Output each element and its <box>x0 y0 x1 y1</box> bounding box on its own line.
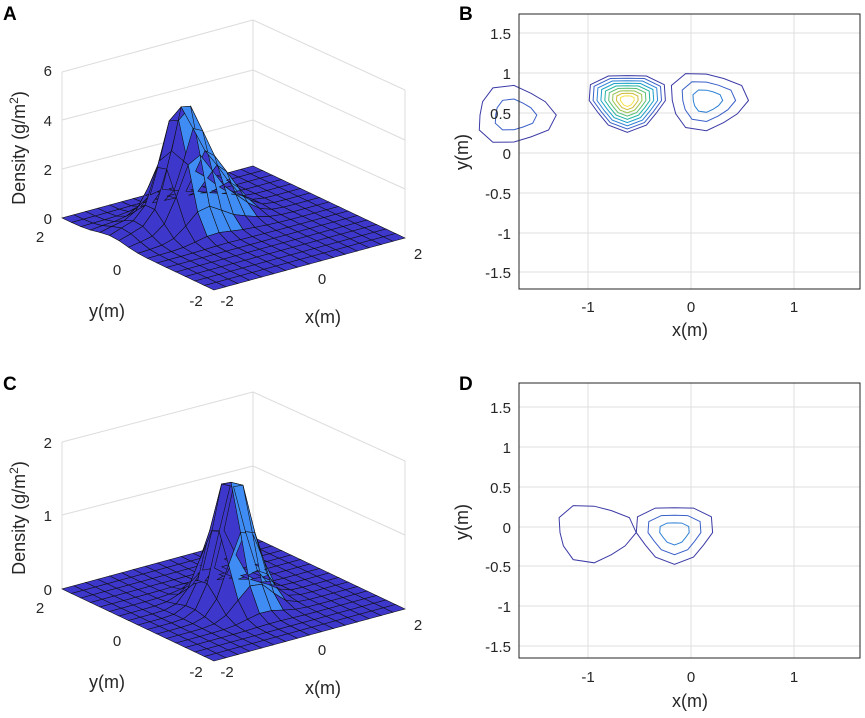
x-tick-c-m2: -2 <box>220 664 233 681</box>
panel-label-b: B <box>459 4 473 25</box>
contour-line <box>635 507 714 565</box>
panel-label-d: D <box>459 374 473 395</box>
surface-facet <box>382 233 406 242</box>
panel-b-grid <box>519 14 860 289</box>
z-tick-a-2: 2 <box>44 162 52 179</box>
y-tick-d-1: 1 <box>503 440 511 457</box>
contour-line <box>692 89 724 113</box>
panel-label-a: A <box>3 4 17 25</box>
x-tick-b-m1: -1 <box>581 299 594 316</box>
y-tick-b-m1.5: -1.5 <box>485 265 511 282</box>
panel-d-grid <box>519 383 860 658</box>
y-tick-c-m2: -2 <box>189 664 202 681</box>
x-tick-b-0: 0 <box>687 299 695 316</box>
contour-plot-d <box>558 505 714 565</box>
x-tick-d-0: 0 <box>687 669 695 686</box>
contour-plot-b <box>478 73 750 143</box>
y-tick-b-m0.5: -0.5 <box>485 186 511 203</box>
z-tick-a-0: 0 <box>44 211 52 228</box>
contour-line <box>558 505 637 564</box>
panel-d-axes: 1.5 1 0.5 0 -0.5 -1 -1.5 -1 0 1 x(m) y(m… <box>452 400 798 711</box>
contour-line <box>588 75 666 133</box>
x-tick-c-0: 0 <box>318 642 326 659</box>
z-tick-c-1: 1 <box>44 508 52 525</box>
z-tick-a-6: 6 <box>44 63 52 80</box>
panel-a: A 6 4 2 0 2 0 -2 -2 0 <box>3 4 422 327</box>
contour-line <box>608 87 647 117</box>
z-tick-c-2: 2 <box>44 435 52 452</box>
contour-line <box>615 92 639 111</box>
x-axis-label-b: x(m) <box>672 320 708 340</box>
contour-line <box>619 95 635 108</box>
y-tick-a-2: 2 <box>36 229 44 246</box>
x-axis-label-d: x(m) <box>672 691 708 711</box>
x-axis-label-a: x(m) <box>305 307 341 327</box>
y-axis-label-c: y(m) <box>89 672 125 692</box>
y-axis-label-a: y(m) <box>89 301 125 321</box>
contour-line <box>600 82 655 124</box>
z-tick-c-0: 0 <box>44 582 52 599</box>
x-axis-label-c: x(m) <box>305 678 341 698</box>
y-tick-a-m2: -2 <box>189 293 202 310</box>
contour-line <box>604 85 651 120</box>
surface-plot-c <box>61 481 406 662</box>
x-tick-b-1: 1 <box>790 299 798 316</box>
contour-line <box>478 84 557 143</box>
panel-b: B 1.5 1 0.5 0 -0.5 -1 -1.5 -1 0 1 x(m) <box>452 4 861 340</box>
x-tick-c-2: 2 <box>414 617 422 634</box>
contour-line <box>670 73 750 132</box>
y-tick-b-0.5: 0.5 <box>490 106 511 123</box>
x-tick-d-m1: -1 <box>581 669 594 686</box>
y-tick-c-2: 2 <box>36 600 44 617</box>
contour-line <box>596 80 659 127</box>
y-tick-d-m1.5: -1.5 <box>485 639 511 656</box>
panel-c: C 2 1 0 2 0 -2 -2 0 2 y(m) x(m) Densit <box>3 374 422 698</box>
panel-b-axes: 1.5 1 0.5 0 -0.5 -1 -1.5 -1 0 1 x(m) y(m… <box>452 26 798 340</box>
z-axis-label-c: Density (g/m2) <box>7 461 29 575</box>
z-tick-a-4: 4 <box>44 113 52 130</box>
y-tick-d-0: 0 <box>503 520 511 537</box>
y-tick-d-m0.5: -0.5 <box>485 559 511 576</box>
x-tick-a-2: 2 <box>414 246 422 263</box>
contour-line <box>659 522 690 546</box>
panel-c-axes: 2 1 0 2 0 -2 -2 0 2 y(m) x(m) Density (g… <box>7 435 422 698</box>
y-axis-label-d: y(m) <box>452 504 472 540</box>
plot-frame-b <box>518 13 861 290</box>
y-tick-a-0: 0 <box>113 262 121 279</box>
panel-label-c: C <box>3 374 17 395</box>
y-tick-b-1: 1 <box>503 66 511 83</box>
y-tick-b-m1: -1 <box>498 226 511 243</box>
contour-line <box>681 81 737 123</box>
panel-d: D 1.5 1 0.5 0 -0.5 -1 -1.5 -1 0 1 x(m) <box>452 374 861 711</box>
x-tick-a-m2: -2 <box>220 293 233 310</box>
surface-facet <box>382 604 406 613</box>
y-tick-c-0: 0 <box>113 633 121 650</box>
contour-line <box>592 77 663 130</box>
surface-plot-a <box>61 105 406 291</box>
y-tick-b-1.5: 1.5 <box>490 26 511 43</box>
contour-line <box>612 90 643 114</box>
z-axis-label-a: Density (g/m2) <box>7 91 29 205</box>
contour-line <box>647 514 702 556</box>
y-tick-d-m1: -1 <box>498 599 511 616</box>
panel-a-axes: 6 4 2 0 2 0 -2 -2 0 2 y(m) x(m) Density … <box>7 63 422 327</box>
contour-line <box>494 98 538 131</box>
y-axis-label-b: y(m) <box>452 134 472 170</box>
x-tick-d-1: 1 <box>790 669 798 686</box>
y-tick-d-1.5: 1.5 <box>490 400 511 417</box>
y-tick-d-0.5: 0.5 <box>490 480 511 497</box>
y-tick-b-0: 0 <box>503 146 511 163</box>
x-tick-a-0: 0 <box>318 271 326 288</box>
plot-frame-d <box>518 382 861 659</box>
